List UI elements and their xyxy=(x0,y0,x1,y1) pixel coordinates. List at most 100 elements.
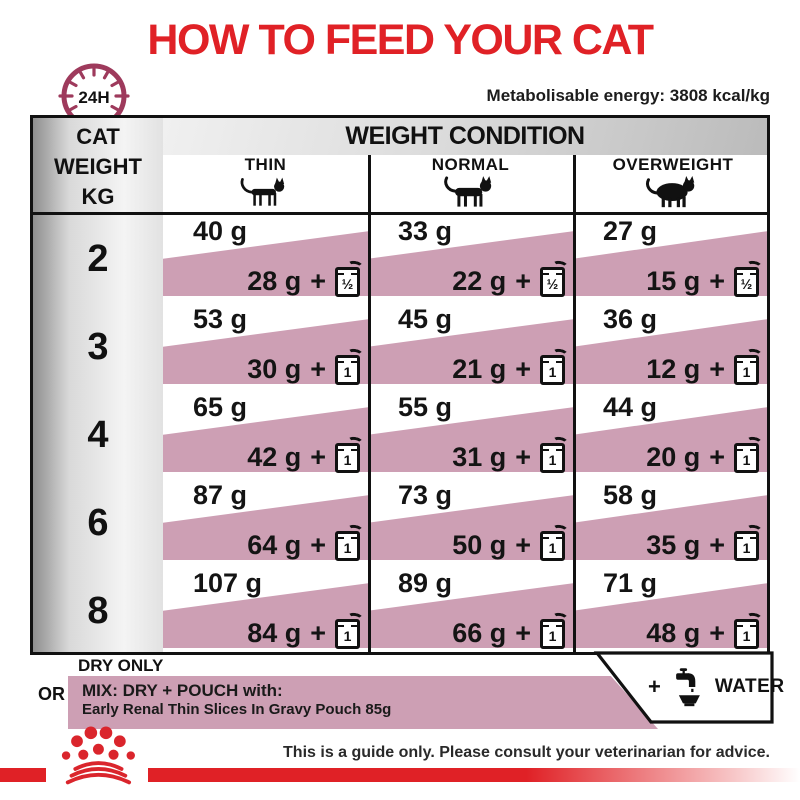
pouch-icon: ½ xyxy=(734,259,763,297)
cat-weight-value: 3 xyxy=(87,326,109,368)
weight-column-background xyxy=(33,118,163,652)
dry-amount: 107 g xyxy=(193,568,263,598)
dry-amount: 33 g xyxy=(398,216,453,246)
mix-amount-row: 20 g + 1 xyxy=(646,435,763,473)
cat-weight-value: 2 xyxy=(87,238,109,280)
pouch-icon: 1 xyxy=(540,435,569,473)
plus-sign: + xyxy=(310,266,326,296)
pouch-count: 1 xyxy=(548,539,557,556)
mix-amount: 66 g xyxy=(452,618,507,648)
cat-normal-icon xyxy=(443,176,491,207)
mix-amount: 30 g xyxy=(247,354,302,384)
mix-amount-row: 22 g + ½ xyxy=(452,259,569,297)
dry-amount: 27 g xyxy=(603,216,658,246)
mix-legend-band: MIX: DRY + POUCH with: Early Renal Thin … xyxy=(68,676,658,729)
cat-weight-value: 4 xyxy=(87,414,109,456)
corner-line-3: KG xyxy=(81,184,115,209)
cat-weight-value: 6 xyxy=(87,502,109,544)
dry-amount: 89 g xyxy=(398,568,453,598)
guide-disclaimer: This is a guide only. Please consult you… xyxy=(283,744,770,761)
water-tap-icon xyxy=(675,668,700,707)
mix-amount-row: 28 g + ½ xyxy=(247,259,364,297)
mix-amount: 84 g xyxy=(247,618,302,648)
column-header-normal: NORMAL xyxy=(368,155,573,212)
mix-amount-row: 21 g + 1 xyxy=(452,347,569,385)
column-header-thin: THIN xyxy=(163,155,368,212)
mix-amount: 42 g xyxy=(247,442,302,472)
pouch-count: 1 xyxy=(343,539,352,556)
mix-amount: 48 g xyxy=(646,618,701,648)
mix-amount-row: 48 g + 1 xyxy=(646,611,763,649)
dry-amount: 73 g xyxy=(398,480,453,510)
pouch-count: 1 xyxy=(548,451,557,468)
pouch-icon: 1 xyxy=(734,611,763,649)
thin-label: THIN xyxy=(244,155,287,174)
table-row-weight-8: 8 107 g 84 g + 1 89 g 66 g + 1 xyxy=(33,567,767,655)
pouch-count: 1 xyxy=(343,363,352,380)
pouch-icon: 1 xyxy=(734,435,763,473)
feeding-table: WEIGHT CONDITION CAT WEIGHT KG THIN xyxy=(30,115,770,655)
water-label: WATER xyxy=(714,676,785,697)
cat-thin-icon xyxy=(240,177,284,206)
royal-canin-crown-logo xyxy=(61,726,135,785)
mix-amount: 20 g xyxy=(646,442,701,472)
plus-sign: + xyxy=(515,354,531,384)
or-label: OR xyxy=(38,684,65,704)
cell-overweight: 71 g 48 g + 1 xyxy=(573,567,767,655)
pouch-icon: 1 xyxy=(335,435,364,473)
mix-amount: 15 g xyxy=(646,266,701,296)
mix-amount: 31 g xyxy=(452,442,507,472)
pouch-count: 1 xyxy=(742,451,751,468)
overweight-label: OVERWEIGHT xyxy=(612,155,734,174)
plus-sign: + xyxy=(709,266,725,296)
mix-amount: 35 g xyxy=(646,530,701,560)
normal-label: NORMAL xyxy=(431,155,510,174)
pouch-count: ½ xyxy=(546,275,559,292)
mix-amount-row: 12 g + 1 xyxy=(646,347,763,385)
svg-text:24H: 24H xyxy=(78,88,109,107)
mix-amount-row: 66 g + 1 xyxy=(452,611,569,649)
mix-amount: 28 g xyxy=(247,266,302,296)
cell-overweight: 36 g 12 g + 1 xyxy=(573,303,767,391)
pouch-icon: 1 xyxy=(734,347,763,385)
plus-sign: + xyxy=(515,530,531,560)
mix-amount-row: 15 g + ½ xyxy=(646,259,763,297)
page-title: HOW TO FEED YOUR CAT xyxy=(147,16,654,64)
pouch-icon: 1 xyxy=(335,611,364,649)
plus-sign: + xyxy=(709,530,725,560)
plus-sign: + xyxy=(515,266,531,296)
pouch-count: 1 xyxy=(548,627,557,644)
table-row-weight-2: 2 40 g 28 g + ½ 33 g 22 g + ½ xyxy=(33,215,767,303)
pouch-icon: ½ xyxy=(335,259,364,297)
dry-amount: 87 g xyxy=(193,480,248,510)
plus-sign: + xyxy=(310,618,326,648)
cat-weight-kg-header: CAT WEIGHT KG xyxy=(33,122,163,212)
mix-title: MIX: DRY + POUCH with: xyxy=(82,681,283,700)
cell-normal: 55 g 31 g + 1 xyxy=(368,391,573,479)
mix-amount-row: 42 g + 1 xyxy=(247,435,364,473)
pouch-count: ½ xyxy=(341,275,354,292)
cell-overweight: 27 g 15 g + ½ xyxy=(573,215,767,303)
mix-amount: 64 g xyxy=(247,530,302,560)
pouch-icon: 1 xyxy=(540,347,569,385)
dry-amount: 55 g xyxy=(398,392,453,422)
table-row-weight-3: 3 53 g 30 g + 1 45 g 21 g + 1 xyxy=(33,303,767,391)
mix-subtitle: Early Renal Thin Slices In Gravy Pouch 8… xyxy=(82,701,392,718)
mix-amount: 22 g xyxy=(452,266,507,296)
cell-thin: 65 g 42 g + 1 xyxy=(163,391,368,479)
metabolisable-energy-note: Metabolisable energy: 3808 kcal/kg xyxy=(486,86,770,105)
footer-red-bar-right xyxy=(148,768,800,782)
cell-normal: 89 g 66 g + 1 xyxy=(368,567,573,655)
dry-only-label: DRY ONLY xyxy=(78,656,164,675)
dry-amount: 71 g xyxy=(603,568,658,598)
dry-amount: 44 g xyxy=(603,392,658,422)
water-plus-sign: + xyxy=(648,674,661,699)
cell-overweight: 44 g 20 g + 1 xyxy=(573,391,767,479)
column-divider xyxy=(573,155,576,652)
mix-amount: 50 g xyxy=(452,530,507,560)
dry-amount: 58 g xyxy=(603,480,658,510)
mix-amount-row: 64 g + 1 xyxy=(247,523,364,561)
plus-sign: + xyxy=(515,442,531,472)
pouch-count: 1 xyxy=(742,539,751,556)
